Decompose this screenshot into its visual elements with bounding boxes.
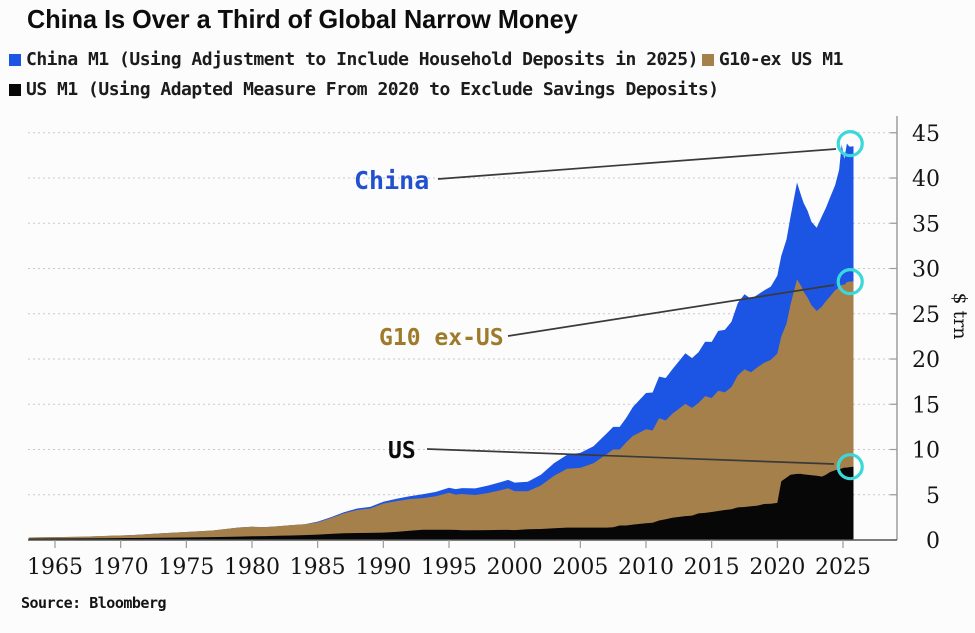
x-tick-label-2000: 2000 — [487, 555, 543, 580]
blue-square-swatch — [9, 54, 21, 66]
callout-line-1 — [507, 284, 835, 337]
area-g10-ex-us-m1 — [28, 279, 854, 540]
x-tick-label-1980: 1980 — [224, 555, 280, 580]
x-tick-label-2015: 2015 — [684, 555, 740, 580]
black-square-swatch — [9, 84, 21, 96]
legend-item-us-m1: US M1 (Using Adapted Measure From 2020 t… — [9, 75, 719, 105]
x-tick-label-1965: 1965 — [27, 555, 83, 580]
legend-row-1: China M1 (Using Adjustment to Include Ho… — [9, 45, 969, 75]
end-marker-ring-2 — [836, 453, 864, 481]
chart-legend: China M1 (Using Adjustment to Include Ho… — [9, 45, 969, 105]
annotation-label-g10-ex-us: G10 ex-US — [379, 325, 504, 351]
callout-line-2 — [426, 448, 835, 465]
legend-row-2: US M1 (Using Adapted Measure From 2020 t… — [9, 75, 969, 105]
y-axis-unit-label: $ trn — [949, 292, 971, 339]
x-tick-label-1970: 1970 — [93, 555, 149, 580]
x-tick-label-2005: 2005 — [552, 555, 608, 580]
legend-label-g10-ex-us-m1: G10-ex US M1 — [718, 49, 844, 70]
annotation-label-us: US — [388, 438, 416, 464]
x-tick-label-1990: 1990 — [355, 555, 411, 580]
x-tick-label-2010: 2010 — [618, 555, 674, 580]
y-tick-label-35: 35 — [912, 212, 940, 237]
legend-item-china-m1: China M1 (Using Adjustment to Include Ho… — [9, 45, 698, 75]
x-tick-label-1995: 1995 — [421, 555, 477, 580]
callout-line-0 — [437, 148, 837, 180]
y-tick-label-10: 10 — [912, 439, 940, 464]
y-tick-label-30: 30 — [912, 258, 940, 283]
end-marker-ring-1 — [836, 268, 864, 296]
y-tick-label-20: 20 — [912, 348, 940, 373]
area-us-m1 — [28, 466, 854, 540]
tan-square-swatch — [701, 54, 714, 66]
legend-item-g10-ex-us-m1: G10-ex US M1 — [701, 45, 844, 75]
y-tick-label-5: 5 — [926, 484, 940, 509]
legend-label-us-m1: US M1 (Using Adapted Measure From 2020 t… — [26, 79, 719, 100]
y-tick-label-0: 0 — [926, 529, 940, 554]
end-marker-ring-0 — [836, 130, 864, 158]
x-tick-label-2020: 2020 — [749, 555, 805, 580]
y-tick-label-15: 15 — [912, 393, 940, 418]
source-attribution: Source: Bloomberg — [21, 594, 167, 612]
x-tick-label-2025: 2025 — [815, 555, 871, 580]
chart-title: China Is Over a Third of Global Narrow M… — [27, 4, 578, 34]
y-tick-label-45: 45 — [912, 122, 940, 147]
x-tick-label-1985: 1985 — [290, 555, 346, 580]
y-tick-label-40: 40 — [912, 167, 940, 192]
annotation-label-china: China — [354, 166, 429, 195]
legend-label-china-m1: China M1 (Using Adjustment to Include Ho… — [26, 49, 698, 70]
x-tick-label-1975: 1975 — [158, 555, 214, 580]
y-tick-label-25: 25 — [912, 303, 940, 328]
